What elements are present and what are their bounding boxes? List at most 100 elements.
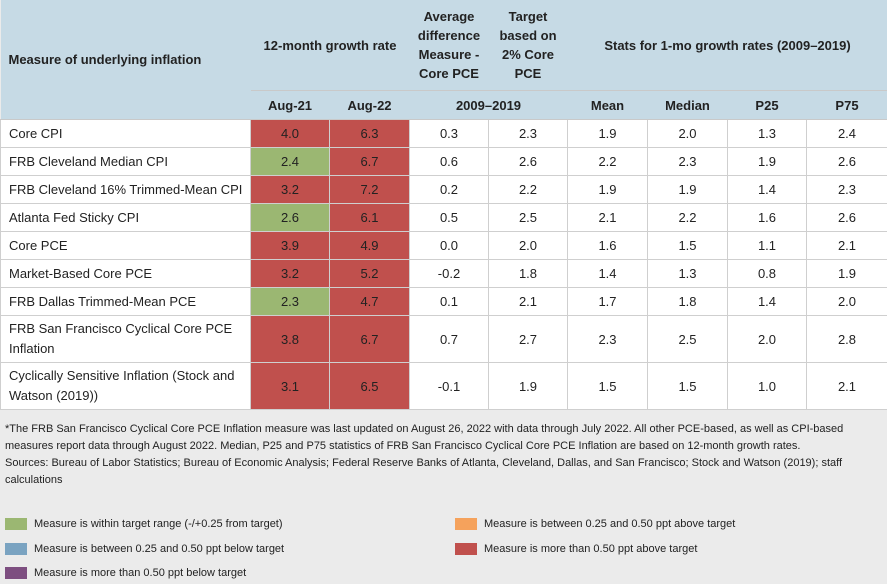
table-row: Atlanta Fed Sticky CPI 2.6 6.1 0.5 2.5 2.1 2.2… xyxy=(0,203,887,232)
header-cell: 12-month growth rate xyxy=(250,0,410,91)
table-row: Cyclically Sensitive Inflation (Stock an… xyxy=(0,362,887,410)
value-cell: 0.0 xyxy=(409,231,489,260)
sources: Sources: Bureau of Labor Statistics; Bur… xyxy=(5,457,843,486)
table-row: FRB Dallas Trimmed-Mean PCE 2.3 4.7 0.1 2.1 1… xyxy=(0,287,887,316)
value-cell: 1.4 xyxy=(727,175,807,204)
header-cell: Aug-22 xyxy=(329,90,410,120)
value-cell: 3.2 xyxy=(250,175,330,204)
row-label: FRB Cleveland Median CPI xyxy=(0,147,251,176)
value-cell: -0.2 xyxy=(409,259,489,288)
value-cell: 2.1 xyxy=(806,362,887,410)
value-cell: 4.7 xyxy=(329,287,410,316)
value-cell: 6.3 xyxy=(329,119,410,148)
value-cell: 2.5 xyxy=(647,315,728,363)
header-cell: 2009–2019 xyxy=(409,90,568,120)
value-cell: 4.0 xyxy=(250,119,330,148)
value-cell: 2.6 xyxy=(250,203,330,232)
value-cell: 4.9 xyxy=(329,231,410,260)
value-cell: 2.0 xyxy=(727,315,807,363)
header-cell: Median xyxy=(647,90,728,120)
value-cell: 1.3 xyxy=(727,119,807,148)
table-row: FRB San Francisco Cyclical Core PCE Infl… xyxy=(0,315,887,363)
legend-swatch xyxy=(455,543,477,555)
value-cell: 2.3 xyxy=(806,175,887,204)
value-cell: 0.7 xyxy=(409,315,489,363)
table-body: Core CPI 4.0 6.3 0.3 2.3 1.9 2.0 1.3 2.4 FRB Clev… xyxy=(0,119,887,410)
value-cell: 2.1 xyxy=(806,231,887,260)
value-cell: 1.9 xyxy=(806,259,887,288)
legend-swatch xyxy=(5,518,27,530)
value-cell: 2.0 xyxy=(488,231,568,260)
value-cell: 2.7 xyxy=(488,315,568,363)
value-cell: 2.3 xyxy=(488,119,568,148)
value-cell: 2.2 xyxy=(647,203,728,232)
row-label: Atlanta Fed Sticky CPI xyxy=(0,203,251,232)
legend-item: Measure is between 0.25 and 0.50 ppt abo… xyxy=(455,518,735,531)
header-cell: P75 xyxy=(806,90,887,120)
value-cell: 1.9 xyxy=(647,175,728,204)
value-cell: 1.9 xyxy=(727,147,807,176)
value-cell: 2.5 xyxy=(488,203,568,232)
row-label: FRB Cleveland 16% Trimmed-Mean CPI xyxy=(0,175,251,204)
value-cell: 1.4 xyxy=(727,287,807,316)
value-cell: 3.1 xyxy=(250,362,330,410)
legend-item: Measure is within target range (-/+0.25 … xyxy=(5,518,283,531)
value-cell: 2.8 xyxy=(806,315,887,363)
value-cell: 0.8 xyxy=(727,259,807,288)
value-cell: 3.9 xyxy=(250,231,330,260)
value-cell: -0.1 xyxy=(409,362,489,410)
value-cell: 1.5 xyxy=(647,362,728,410)
legend-item: Measure is more than 0.50 ppt above targ… xyxy=(455,543,697,556)
notes: *The FRB San Francisco Cyclical Core PCE… xyxy=(5,421,875,489)
header-cell: Target based on 2% Core PCE xyxy=(488,0,568,91)
value-cell: 2.4 xyxy=(250,147,330,176)
value-cell: 2.0 xyxy=(806,287,887,316)
table-row: Market-Based Core PCE 3.2 5.2 -0.2 1.8 1.4 1.3… xyxy=(0,259,887,288)
value-cell: 1.8 xyxy=(647,287,728,316)
value-cell: 0.3 xyxy=(409,119,489,148)
legend-label: Measure is between 0.25 and 0.50 ppt abo… xyxy=(484,518,736,530)
legend-label: Measure is more than 0.50 ppt below targ… xyxy=(34,567,247,579)
row-label: FRB San Francisco Cyclical Core PCE Infl… xyxy=(0,315,251,363)
value-cell: 0.1 xyxy=(409,287,489,316)
value-cell: 1.4 xyxy=(567,259,648,288)
value-cell: 2.2 xyxy=(567,147,648,176)
value-cell: 1.9 xyxy=(567,119,648,148)
header-cell: Mean xyxy=(567,90,648,120)
table-row: Core CPI 4.0 6.3 0.3 2.3 1.9 2.0 1.3 2.4 xyxy=(0,119,887,148)
value-cell: 2.6 xyxy=(806,147,887,176)
row-label: FRB Dallas Trimmed-Mean PCE xyxy=(0,287,251,316)
value-cell: 7.2 xyxy=(329,175,410,204)
value-cell: 2.4 xyxy=(806,119,887,148)
table-row: Core PCE 3.9 4.9 0.0 2.0 1.6 1.5 1.1 2.1 xyxy=(0,231,887,260)
value-cell: 1.5 xyxy=(647,231,728,260)
header-cell: Stats for 1-mo growth rates (2009–2019) xyxy=(567,0,887,91)
value-cell: 6.7 xyxy=(329,315,410,363)
legend-label: Measure is more than 0.50 ppt above targ… xyxy=(484,543,698,555)
value-cell: 1.0 xyxy=(727,362,807,410)
value-cell: 1.3 xyxy=(647,259,728,288)
legend-item: Measure is between 0.25 and 0.50 ppt bel… xyxy=(5,543,284,556)
row-label: Core PCE xyxy=(0,231,251,260)
value-cell: 1.6 xyxy=(727,203,807,232)
legend-swatch xyxy=(5,543,27,555)
value-cell: 6.7 xyxy=(329,147,410,176)
value-cell: 6.1 xyxy=(329,203,410,232)
inflation-table: Measure of underlying inflation 12-month… xyxy=(0,0,887,410)
footnote: *The FRB San Francisco Cyclical Core PCE… xyxy=(5,423,844,452)
row-label: Cyclically Sensitive Inflation (Stock an… xyxy=(0,362,251,410)
value-cell: 0.6 xyxy=(409,147,489,176)
value-cell: 2.3 xyxy=(567,315,648,363)
value-cell: 2.3 xyxy=(250,287,330,316)
legend-swatch xyxy=(5,567,27,579)
value-cell: 1.8 xyxy=(488,259,568,288)
header-cell: Aug-21 xyxy=(250,90,330,120)
value-cell: 2.3 xyxy=(647,147,728,176)
value-cell: 1.9 xyxy=(488,362,568,410)
value-cell: 2.6 xyxy=(488,147,568,176)
legend-label: Measure is between 0.25 and 0.50 ppt bel… xyxy=(34,543,285,555)
header-cell: Measure of underlying inflation xyxy=(0,0,251,120)
value-cell: 5.2 xyxy=(329,259,410,288)
legend-item: Measure is more than 0.50 ppt below targ… xyxy=(5,567,246,580)
